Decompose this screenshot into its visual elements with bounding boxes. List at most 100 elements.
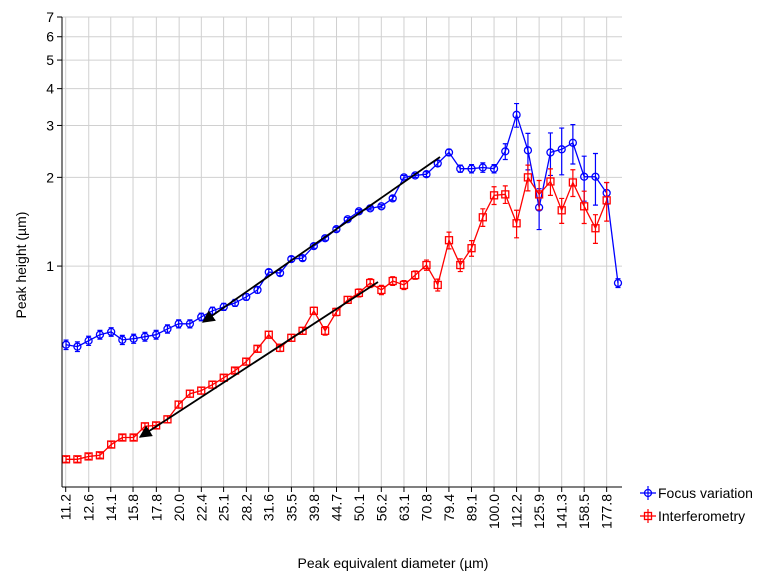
- data-point: [422, 170, 431, 179]
- data-point: [185, 389, 195, 398]
- data-point: [61, 340, 71, 349]
- data-point: [523, 173, 533, 182]
- x-tick-label: 15.8: [125, 494, 141, 521]
- data-point: [534, 190, 544, 199]
- x-tick-label: 14.1: [103, 494, 119, 521]
- data-point: [140, 332, 150, 341]
- data-point: [399, 173, 409, 182]
- data-point: [568, 178, 578, 187]
- error-bar: [502, 143, 508, 161]
- y-tick-label: 4: [46, 81, 54, 97]
- y-axis-title: Peak height (µm): [13, 212, 29, 319]
- data-point: [309, 306, 318, 315]
- data-point: [107, 440, 116, 449]
- data-point: [129, 433, 138, 442]
- data-point: [73, 455, 82, 464]
- x-tick-label: 11.2: [58, 494, 74, 520]
- error-bar: [604, 181, 610, 222]
- data-point: [332, 225, 341, 234]
- data-point: [568, 138, 578, 147]
- data-point: [377, 285, 386, 295]
- y-tick-label: 3: [46, 117, 54, 133]
- error-bar: [390, 195, 396, 202]
- y-tick-label: 7: [46, 9, 54, 25]
- error-bar: [300, 255, 306, 262]
- data-point: [433, 280, 442, 290]
- data-point: [174, 319, 183, 328]
- data-point: [501, 147, 510, 156]
- data-point: [118, 433, 127, 442]
- error-bar: [570, 124, 576, 165]
- data-point: [501, 190, 510, 199]
- data-point: [422, 260, 431, 270]
- data-point: [129, 334, 138, 343]
- error-bar: [480, 208, 486, 227]
- data-point: [107, 327, 116, 337]
- data-point: [602, 196, 611, 205]
- data-point: [444, 236, 454, 245]
- data-point: [411, 270, 420, 280]
- data-point: [388, 194, 397, 203]
- x-axis-title: Peak equivalent diameter (µm): [298, 555, 489, 571]
- data-point: [275, 268, 285, 278]
- data-point: [253, 344, 262, 353]
- data-point: [411, 171, 420, 180]
- y-tick-label: 6: [46, 29, 54, 45]
- legend: Focus variation Interferometry: [640, 485, 753, 524]
- data-point: [489, 191, 499, 200]
- error-bar: [547, 168, 553, 196]
- error-bar: [469, 240, 475, 257]
- data-point: [478, 163, 487, 172]
- data-point: [84, 336, 93, 345]
- plot-area: [62, 17, 622, 487]
- y-tick-label: 5: [46, 52, 54, 68]
- x-tick-label: 112.2: [509, 494, 525, 528]
- data-point: [95, 330, 105, 339]
- error-bar: [559, 127, 565, 176]
- error-bar: [592, 152, 598, 206]
- data-point: [399, 280, 409, 290]
- data-point: [320, 234, 330, 243]
- data-point: [580, 202, 589, 211]
- grid: [62, 16, 622, 487]
- data-point: [185, 319, 195, 328]
- data-point: [546, 177, 555, 186]
- x-tick-label: 25.1: [216, 494, 232, 521]
- trend-arrow: [138, 281, 379, 438]
- data-point: [478, 213, 487, 222]
- legend-label: Interferometry: [658, 508, 745, 524]
- data-point: [512, 110, 521, 119]
- y-tick-label: 1: [46, 258, 54, 274]
- data-point: [456, 260, 465, 270]
- data-point: [253, 285, 262, 295]
- x-tick-label: 31.6: [261, 494, 277, 521]
- data-point: [84, 452, 93, 461]
- x-tick-label: 22.4: [193, 494, 209, 521]
- x-tick-label: 158.5: [576, 494, 592, 529]
- x-tick-label: 141.3: [554, 494, 570, 529]
- error-bar: [525, 164, 531, 192]
- x-tick-label: 125.9: [531, 494, 547, 529]
- data-point: [467, 244, 476, 253]
- data-point: [388, 276, 397, 286]
- x-tick-label: 28.2: [238, 494, 254, 521]
- x-tick-label: 12.6: [81, 494, 97, 521]
- x-tick-label: 100.0: [486, 494, 502, 529]
- error-bar: [401, 174, 407, 180]
- x-tick-label: 177.8: [599, 494, 615, 529]
- x-tick-label: 70.8: [418, 494, 434, 521]
- data-point: [163, 415, 172, 424]
- error-bar: [491, 186, 497, 206]
- data-point: [242, 292, 251, 302]
- data-point: [467, 164, 476, 173]
- x-tick-label: 20.0: [171, 494, 187, 521]
- legend-label: Focus variation: [658, 485, 753, 501]
- data-point: [264, 330, 273, 339]
- data-point: [298, 326, 307, 335]
- data-point: [309, 241, 318, 251]
- data-point: [377, 202, 386, 211]
- data-point: [219, 373, 228, 382]
- x-tick-label: 17.8: [148, 494, 164, 521]
- data-point: [546, 148, 555, 157]
